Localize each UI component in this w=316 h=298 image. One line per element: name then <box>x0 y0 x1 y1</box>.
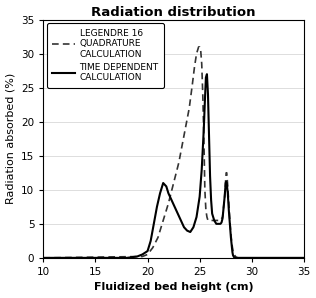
LEGENDRE 16
QUADRATURE
CALCULATION <box>146 253 149 256</box>
LEGENDRE 16
QUADRATURE
CALCULATION <box>213 219 217 222</box>
TIME DEPENDENT
CALCULATION <box>226 191 230 195</box>
TIME DEPENDENT
CALCULATION <box>250 256 254 260</box>
LEGENDRE 16
QUADRATURE
CALCULATION <box>224 178 228 181</box>
LEGENDRE 16
QUADRATURE
CALCULATION <box>223 195 227 198</box>
LEGENDRE 16
QUADRATURE
CALCULATION <box>219 219 222 222</box>
LEGENDRE 16
QUADRATURE
CALCULATION <box>203 161 206 164</box>
LEGENDRE 16
QUADRATURE
CALCULATION <box>156 236 160 239</box>
LEGENDRE 16
QUADRATURE
CALCULATION <box>201 93 205 96</box>
LEGENDRE 16
QUADRATURE
CALCULATION <box>187 106 191 110</box>
LEGENDRE 16
QUADRATURE
CALCULATION <box>140 255 144 258</box>
TIME DEPENDENT
CALCULATION <box>231 253 235 257</box>
TIME DEPENDENT
CALCULATION <box>173 205 177 209</box>
LEGENDRE 16
QUADRATURE
CALCULATION <box>227 202 231 205</box>
LEGENDRE 16
QUADRATURE
CALCULATION <box>245 256 248 260</box>
LEGENDRE 16
QUADRATURE
CALCULATION <box>195 52 198 55</box>
LEGENDRE 16
QUADRATURE
CALCULATION <box>41 256 45 260</box>
LEGENDRE 16
QUADRATURE
CALCULATION <box>229 232 233 236</box>
LEGENDRE 16
QUADRATURE
CALCULATION <box>231 249 235 253</box>
Line: LEGENDRE 16
QUADRATURE
CALCULATION: LEGENDRE 16 QUADRATURE CALCULATION <box>43 47 304 258</box>
LEGENDRE 16
QUADRATURE
CALCULATION <box>208 219 212 222</box>
LEGENDRE 16
QUADRATURE
CALCULATION <box>250 256 254 260</box>
TIME DEPENDENT
CALCULATION <box>223 195 227 198</box>
Y-axis label: Radiation absorbed (%): Radiation absorbed (%) <box>6 73 15 204</box>
LEGENDRE 16
QUADRATURE
CALCULATION <box>177 161 181 164</box>
LEGENDRE 16
QUADRATURE
CALCULATION <box>236 256 240 260</box>
LEGENDRE 16
QUADRATURE
CALCULATION <box>167 202 170 205</box>
LEGENDRE 16
QUADRATURE
CALCULATION <box>206 219 210 222</box>
LEGENDRE 16
QUADRATURE
CALCULATION <box>210 219 214 222</box>
LEGENDRE 16
QUADRATURE
CALCULATION <box>197 45 200 49</box>
LEGENDRE 16
QUADRATURE
CALCULATION <box>202 134 206 137</box>
LEGENDRE 16
QUADRATURE
CALCULATION <box>207 219 211 222</box>
X-axis label: Fluidized bed height (cm): Fluidized bed height (cm) <box>94 283 253 292</box>
Title: Radiation distribution: Radiation distribution <box>91 6 256 18</box>
LEGENDRE 16
QUADRATURE
CALCULATION <box>203 188 207 192</box>
LEGENDRE 16
QUADRATURE
CALCULATION <box>226 185 230 188</box>
LEGENDRE 16
QUADRATURE
CALCULATION <box>232 253 236 256</box>
LEGENDRE 16
QUADRATURE
CALCULATION <box>191 83 194 86</box>
Legend: LEGENDRE 16
QUADRATURE
CALCULATION, TIME DEPENDENT
CALCULATION: LEGENDRE 16 QUADRATURE CALCULATION, TIME… <box>47 23 164 88</box>
LEGENDRE 16
QUADRATURE
CALCULATION <box>204 208 208 212</box>
LEGENDRE 16
QUADRATURE
CALCULATION <box>216 219 220 222</box>
LEGENDRE 16
QUADRATURE
CALCULATION <box>205 215 209 219</box>
TIME DEPENDENT
CALCULATION <box>302 256 306 260</box>
LEGENDRE 16
QUADRATURE
CALCULATION <box>234 255 238 259</box>
LEGENDRE 16
QUADRATURE
CALCULATION <box>172 181 175 185</box>
LEGENDRE 16
QUADRATURE
CALCULATION <box>228 219 232 222</box>
LEGENDRE 16
QUADRATURE
CALCULATION <box>224 171 228 175</box>
TIME DEPENDENT
CALCULATION <box>41 256 45 260</box>
LEGENDRE 16
QUADRATURE
CALCULATION <box>302 256 306 260</box>
LEGENDRE 16
QUADRATURE
CALCULATION <box>198 45 202 49</box>
LEGENDRE 16
QUADRATURE
CALCULATION <box>161 219 165 222</box>
LEGENDRE 16
QUADRATURE
CALCULATION <box>230 243 234 246</box>
LEGENDRE 16
QUADRATURE
CALCULATION <box>182 134 186 137</box>
LEGENDRE 16
QUADRATURE
CALCULATION <box>225 171 229 175</box>
LEGENDRE 16
QUADRATURE
CALCULATION <box>199 49 203 52</box>
LEGENDRE 16
QUADRATURE
CALCULATION <box>200 62 204 66</box>
TIME DEPENDENT
CALCULATION <box>205 72 209 76</box>
LEGENDRE 16
QUADRATURE
CALCULATION <box>221 215 224 219</box>
LEGENDRE 16
QUADRATURE
CALCULATION <box>151 246 155 249</box>
Line: TIME DEPENDENT
CALCULATION: TIME DEPENDENT CALCULATION <box>43 74 304 258</box>
TIME DEPENDENT
CALCULATION <box>170 198 173 202</box>
LEGENDRE 16
QUADRATURE
CALCULATION <box>192 66 196 69</box>
LEGENDRE 16
QUADRATURE
CALCULATION <box>240 256 243 260</box>
